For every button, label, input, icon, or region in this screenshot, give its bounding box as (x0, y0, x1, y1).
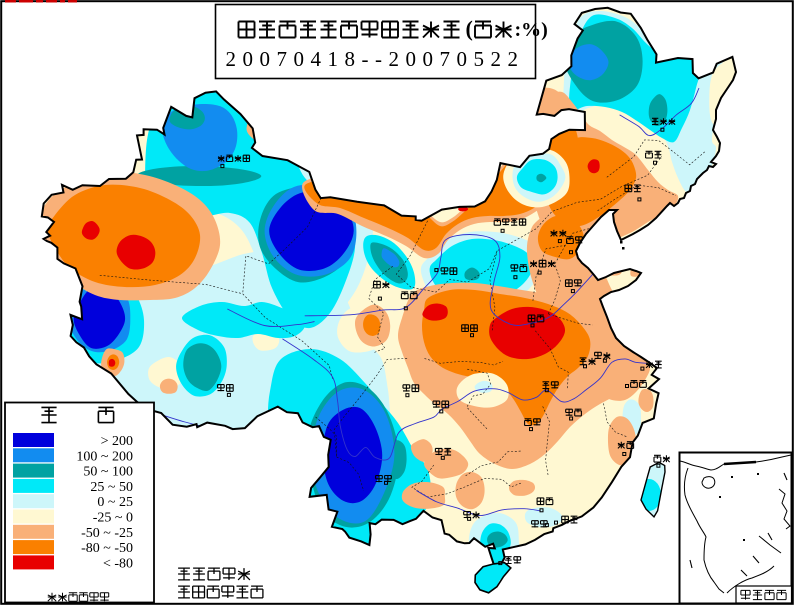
svg-text:-80 ~ -50: -80 ~ -50 (81, 541, 133, 556)
svg-text::%): :%) (515, 19, 548, 41)
svg-text:< -80: < -80 (103, 556, 133, 571)
svg-text:20070418--20070522: 20070418--20070522 (226, 47, 525, 71)
svg-text:(: ( (466, 16, 473, 41)
svg-text:> 200: > 200 (101, 434, 133, 449)
svg-text:50 ~ 100: 50 ~ 100 (83, 465, 133, 480)
svg-text:0 ~ 25: 0 ~ 25 (97, 495, 133, 510)
svg-text:25 ~ 50: 25 ~ 50 (90, 480, 133, 495)
svg-text:-50 ~ -25: -50 ~ -25 (81, 526, 133, 541)
svg-text:-25 ~ 0: -25 ~ 0 (93, 511, 133, 526)
svg-text:100 ~ 200: 100 ~ 200 (76, 449, 133, 464)
